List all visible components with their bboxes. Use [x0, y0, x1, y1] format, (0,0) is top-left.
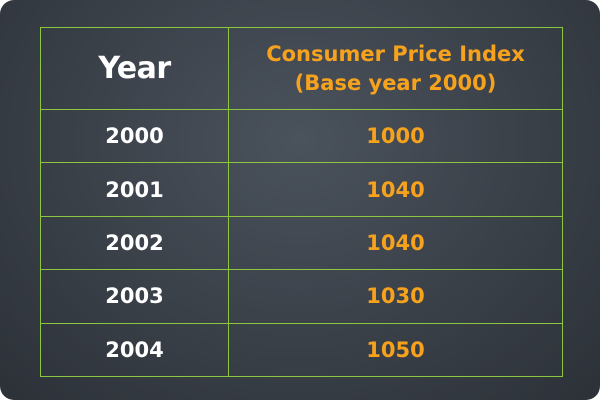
- cpi-cell: 1000: [228, 108, 563, 164]
- header-row: Year Consumer Price Index (Base year 200…: [40, 27, 563, 110]
- year-cell: 2004: [40, 322, 229, 378]
- table-row: 2001 1040: [40, 162, 563, 217]
- cpi-cell: 1040: [228, 215, 563, 271]
- table-row: 2003 1030: [40, 269, 563, 324]
- cpi-cell: 1050: [228, 322, 563, 378]
- table-row: 2000 1000: [40, 108, 563, 164]
- header-cpi-line1: Consumer Price Index: [266, 41, 525, 66]
- year-cell: 2001: [40, 162, 229, 217]
- year-cell: 2002: [40, 215, 229, 271]
- cpi-cell: 1030: [228, 269, 563, 324]
- cpi-cell: 1040: [228, 162, 563, 217]
- cpi-table: Year Consumer Price Index (Base year 200…: [40, 27, 563, 378]
- header-cpi: Consumer Price Index (Base year 2000): [228, 27, 563, 110]
- table-row: 2004 1050: [40, 322, 563, 378]
- year-cell: 2000: [40, 108, 229, 164]
- year-cell: 2003: [40, 269, 229, 324]
- header-cpi-line2: (Base year 2000): [294, 70, 497, 95]
- header-year: Year: [40, 27, 229, 110]
- table-row: 2002 1040: [40, 215, 563, 271]
